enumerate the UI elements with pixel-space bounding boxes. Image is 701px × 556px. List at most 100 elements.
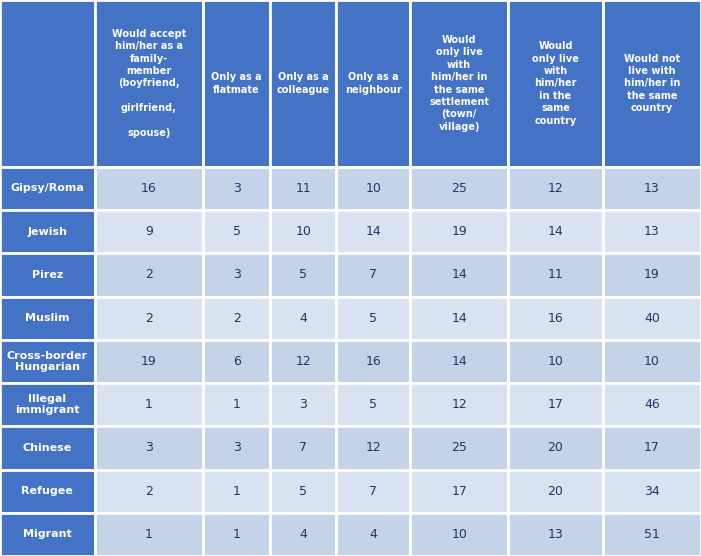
Bar: [95, 469, 203, 513]
Text: 16: 16: [141, 182, 157, 195]
Text: 11: 11: [547, 269, 564, 281]
Text: 3: 3: [233, 441, 240, 454]
Bar: [508, 383, 603, 426]
Text: 5: 5: [233, 225, 240, 238]
Bar: [508, 469, 603, 513]
Text: 5: 5: [369, 312, 377, 325]
Bar: [270, 167, 336, 210]
Bar: [95, 254, 203, 296]
Bar: [336, 167, 410, 210]
Bar: [0, 167, 95, 210]
Bar: [203, 383, 270, 426]
Bar: [508, 167, 603, 210]
Bar: [603, 0, 701, 167]
Bar: [270, 0, 336, 167]
Text: 17: 17: [547, 398, 564, 411]
Text: 10: 10: [547, 355, 564, 368]
Bar: [270, 210, 336, 254]
Text: 10: 10: [365, 182, 381, 195]
Text: 3: 3: [233, 182, 240, 195]
Text: 2: 2: [145, 269, 153, 281]
Text: 4: 4: [299, 528, 307, 541]
Text: 16: 16: [365, 355, 381, 368]
Bar: [508, 513, 603, 556]
Text: Migrant: Migrant: [23, 529, 72, 539]
Text: 3: 3: [233, 269, 240, 281]
Text: 7: 7: [369, 485, 377, 498]
Bar: [0, 210, 95, 254]
Text: 5: 5: [299, 485, 307, 498]
Text: 1: 1: [145, 528, 153, 541]
Bar: [336, 210, 410, 254]
Bar: [508, 210, 603, 254]
Bar: [270, 513, 336, 556]
Text: 34: 34: [644, 485, 660, 498]
Text: 14: 14: [451, 269, 467, 281]
Bar: [270, 469, 336, 513]
Bar: [603, 296, 701, 340]
Text: 2: 2: [233, 312, 240, 325]
Text: Jewish: Jewish: [27, 227, 67, 237]
Bar: [203, 167, 270, 210]
Text: 13: 13: [644, 182, 660, 195]
Text: 13: 13: [644, 225, 660, 238]
Text: 1: 1: [233, 398, 240, 411]
Bar: [410, 383, 508, 426]
Text: 1: 1: [233, 485, 240, 498]
Text: 20: 20: [547, 485, 564, 498]
Text: Illegal
immigrant: Illegal immigrant: [15, 394, 80, 415]
Bar: [603, 254, 701, 296]
Bar: [336, 296, 410, 340]
Text: 13: 13: [547, 528, 564, 541]
Bar: [603, 167, 701, 210]
Bar: [410, 426, 508, 469]
Text: 40: 40: [644, 312, 660, 325]
Text: 14: 14: [451, 355, 467, 368]
Text: 12: 12: [451, 398, 467, 411]
Text: 3: 3: [145, 441, 153, 454]
Text: 1: 1: [233, 528, 240, 541]
Text: 10: 10: [644, 355, 660, 368]
Bar: [0, 296, 95, 340]
Bar: [95, 0, 203, 167]
Text: Gipsy/Roma: Gipsy/Roma: [11, 183, 84, 193]
Text: 7: 7: [369, 269, 377, 281]
Bar: [203, 469, 270, 513]
Text: 19: 19: [141, 355, 157, 368]
Text: 5: 5: [369, 398, 377, 411]
Text: 16: 16: [547, 312, 564, 325]
Text: Muslim: Muslim: [25, 313, 69, 323]
Bar: [95, 340, 203, 383]
Bar: [203, 296, 270, 340]
Text: Only as a
flatmate: Only as a flatmate: [211, 72, 262, 95]
Text: 20: 20: [547, 441, 564, 454]
Bar: [603, 210, 701, 254]
Bar: [410, 340, 508, 383]
Text: 2: 2: [145, 485, 153, 498]
Text: 10: 10: [295, 225, 311, 238]
Text: 1: 1: [145, 398, 153, 411]
Text: 10: 10: [451, 528, 467, 541]
Text: 2: 2: [145, 312, 153, 325]
Bar: [508, 296, 603, 340]
Bar: [95, 383, 203, 426]
Text: 25: 25: [451, 182, 467, 195]
Bar: [203, 513, 270, 556]
Bar: [410, 513, 508, 556]
Bar: [95, 513, 203, 556]
Text: 4: 4: [369, 528, 377, 541]
Text: 46: 46: [644, 398, 660, 411]
Text: Would accept
him/her as a
family-
member
(boyfriend,

girlfriend,

spouse): Would accept him/her as a family- member…: [112, 29, 186, 138]
Bar: [603, 340, 701, 383]
Text: 6: 6: [233, 355, 240, 368]
Text: Would not
live with
him/her in
the same
country: Would not live with him/her in the same …: [624, 53, 680, 113]
Bar: [203, 254, 270, 296]
Text: 17: 17: [451, 485, 467, 498]
Text: 51: 51: [644, 528, 660, 541]
Text: 14: 14: [451, 312, 467, 325]
Bar: [603, 513, 701, 556]
Bar: [410, 210, 508, 254]
Bar: [95, 167, 203, 210]
Text: Chinese: Chinese: [22, 443, 72, 453]
Text: Only as a
colleague: Only as a colleague: [277, 72, 329, 95]
